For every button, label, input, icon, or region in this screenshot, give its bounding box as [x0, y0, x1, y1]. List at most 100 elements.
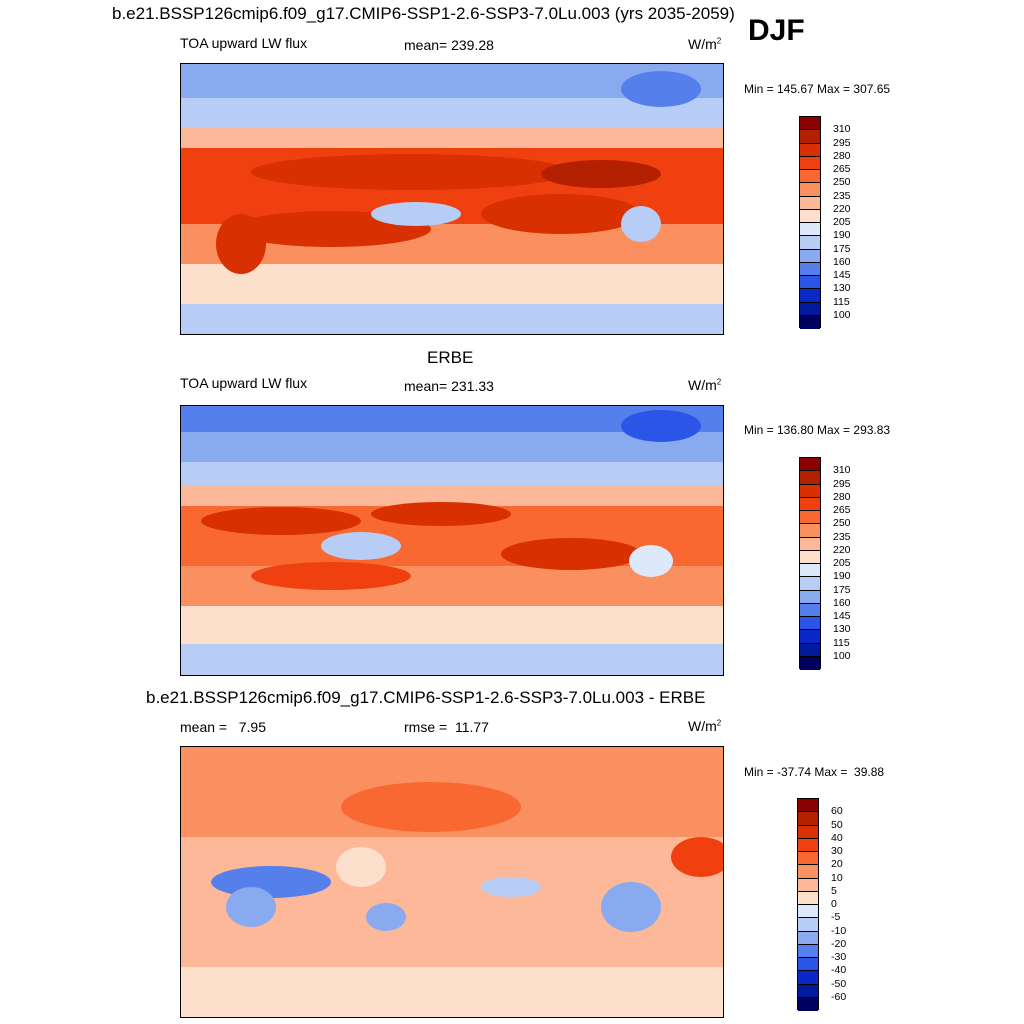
panel3-field [181, 747, 723, 1017]
colorbar-tick-label: 5 [831, 884, 837, 897]
colorbar-tick-label: 130 [833, 282, 851, 295]
colorbar-tick-label: 20 [831, 858, 843, 871]
colorbar-box [800, 590, 820, 604]
colorbar-tick-label: -40 [831, 964, 847, 977]
colorbar-tick-label: 130 [833, 623, 851, 636]
season-label: DJF [748, 14, 805, 47]
colorbar-box [800, 117, 820, 131]
colorbar-tick-label: 295 [833, 477, 851, 490]
colorbar-tick-label: -60 [831, 990, 847, 1003]
colorbar-box [800, 656, 820, 670]
colorbar-box [798, 838, 818, 852]
colorbar-tick-label: 250 [833, 517, 851, 530]
panel2-map [180, 405, 724, 676]
panel2-colorbar [799, 457, 821, 670]
panel3-mean: mean = 7.95 [180, 719, 267, 735]
panel2-variable: TOA upward LW flux [180, 375, 308, 391]
panel1-variable: TOA upward LW flux [180, 35, 308, 51]
colorbar-tick-label: 0 [831, 898, 837, 910]
colorbar-box [800, 223, 820, 237]
panel3-map [180, 746, 724, 1018]
colorbar-tick-label: 295 [833, 136, 851, 149]
colorbar-box [800, 156, 820, 170]
colorbar-box [798, 984, 818, 998]
panel3-units: W/m2 [688, 718, 722, 734]
colorbar-tick-label: 145 [833, 610, 851, 622]
colorbar-tick-label: -5 [831, 911, 841, 924]
colorbar-tick-label: 190 [833, 570, 851, 583]
colorbar-box [800, 170, 820, 184]
colorbar-tick-label: 175 [833, 583, 851, 596]
colorbar-box [800, 497, 820, 511]
colorbar-tick-label: 265 [833, 163, 851, 175]
colorbar-box [798, 944, 818, 958]
panel1-field [181, 64, 723, 334]
colorbar-box [798, 971, 818, 985]
colorbar-box [800, 276, 820, 290]
panel3-title: b.e21.BSSP126cmip6.f09_g17.CMIP6-SSP1-2.… [146, 688, 706, 707]
colorbar-box [798, 905, 818, 919]
colorbar-tick-label: 235 [833, 530, 851, 543]
colorbar-box [800, 196, 820, 210]
colorbar-tick-label: 100 [833, 649, 851, 662]
panel2-field [181, 406, 723, 675]
colorbar-box [798, 918, 818, 932]
colorbar-box [800, 315, 820, 329]
panel1-units: W/m2 [688, 36, 722, 52]
panel1-map [180, 63, 724, 335]
colorbar-tick-label: 190 [833, 229, 851, 242]
colorbar-box [800, 550, 820, 564]
panel1-minmax: Min = 145.67 Max = 307.65 [744, 82, 891, 96]
colorbar-tick-label: 235 [833, 189, 851, 202]
panel3-minmax: Min = -37.74 Max = 39.88 [744, 765, 885, 779]
colorbar-box [798, 958, 818, 972]
colorbar-box [800, 630, 820, 644]
colorbar-box [800, 143, 820, 157]
colorbar-tick-label: 280 [833, 149, 851, 162]
colorbar-box [800, 262, 820, 276]
panel1-colorbar [799, 116, 821, 329]
colorbar-box [800, 617, 820, 631]
colorbar-box [800, 289, 820, 303]
colorbar-box [798, 812, 818, 826]
colorbar-tick-label: -50 [831, 977, 847, 990]
colorbar-tick-label: 160 [833, 596, 851, 609]
colorbar-box [800, 236, 820, 250]
colorbar-tick-label: -20 [831, 937, 847, 950]
panel2-title: ERBE [427, 348, 474, 367]
colorbar-box [800, 458, 820, 472]
colorbar-box [798, 891, 818, 905]
panel2-minmax: Min = 136.80 Max = 293.83 [744, 423, 891, 437]
panel2-mean: mean= 231.33 [404, 378, 494, 394]
colorbar-box [800, 603, 820, 617]
colorbar-tick-label: 10 [831, 871, 843, 884]
colorbar-box [798, 825, 818, 839]
colorbar-tick-label: 115 [833, 636, 850, 649]
colorbar-tick-label: 265 [833, 504, 851, 516]
colorbar-box [798, 852, 818, 866]
colorbar-box [798, 997, 818, 1011]
colorbar-tick-label: 115 [833, 295, 850, 308]
colorbar-box [800, 643, 820, 657]
colorbar-box [800, 471, 820, 485]
colorbar-tick-label: 310 [833, 464, 851, 477]
colorbar-tick-label: 280 [833, 490, 851, 503]
panel3-rmse: rmse = 11.77 [404, 719, 489, 735]
colorbar-tick-label: 250 [833, 176, 851, 189]
colorbar-box [800, 577, 820, 591]
colorbar-box [800, 537, 820, 551]
panel2-units: W/m2 [688, 377, 722, 393]
panel1-title: b.e21.BSSP126cmip6.f09_g17.CMIP6-SSP1-2.… [112, 4, 735, 23]
colorbar-tick-label: 160 [833, 255, 851, 268]
panel1-mean: mean= 239.28 [404, 37, 494, 53]
colorbar-tick-label: 50 [831, 818, 843, 831]
colorbar-box [798, 878, 818, 892]
colorbar-box [800, 249, 820, 263]
colorbar-tick-label: -10 [831, 924, 847, 937]
panel3-colorbar [797, 798, 819, 1011]
colorbar-tick-label: 40 [831, 831, 843, 844]
colorbar-box [798, 799, 818, 813]
colorbar-tick-label: 145 [833, 269, 851, 281]
colorbar-box [800, 524, 820, 538]
colorbar-tick-label: 60 [831, 805, 843, 818]
